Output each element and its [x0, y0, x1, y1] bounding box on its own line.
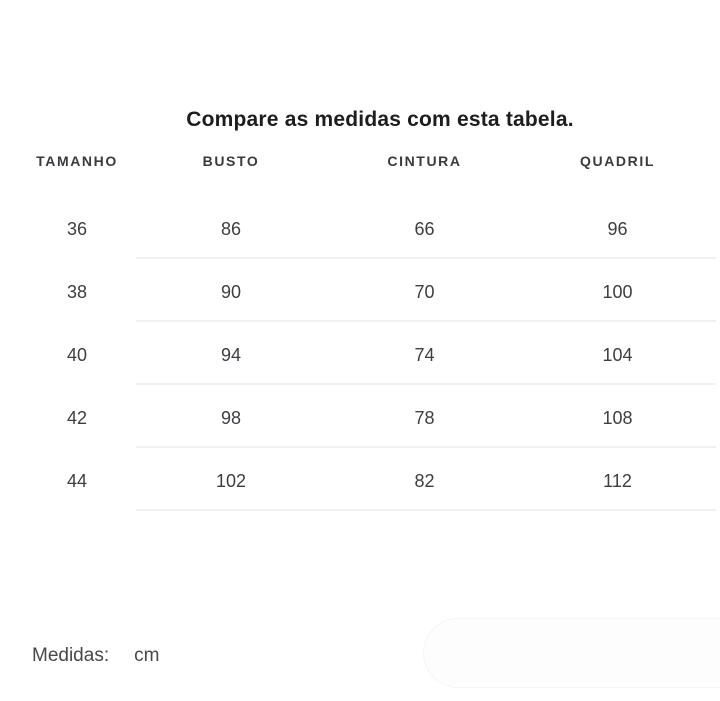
cell-tamanho: 38: [66, 282, 88, 302]
cell-quadril: 108: [602, 408, 633, 428]
cell-quadril: 104: [602, 345, 633, 365]
row-divider: [136, 320, 716, 322]
cell-busto: 94: [220, 345, 242, 365]
cell-busto: 86: [220, 219, 242, 239]
cell-tamanho: 42: [66, 408, 88, 428]
unit-label: Medidas:: [32, 645, 110, 666]
page-title: Compare as medidas com esta tabela.: [186, 108, 574, 131]
cell-quadril: 112: [603, 471, 632, 491]
cell-cintura: 70: [414, 282, 435, 302]
table-row: 44 102 82 112: [0, 448, 716, 511]
column-header-quadril: QUADRIL: [580, 153, 655, 169]
unit-value: cm: [134, 645, 160, 666]
cell-cintura: 78: [414, 408, 435, 428]
cell-busto: 102: [215, 471, 247, 491]
column-header-busto: BUSTO: [202, 153, 260, 169]
ghost-pill-shape: [423, 618, 720, 688]
table-row: 38 90 70 100: [0, 259, 716, 322]
table-row: 40 94 74 104: [0, 322, 716, 385]
cell-tamanho: 44: [66, 471, 88, 491]
cell-busto: 98: [220, 408, 242, 428]
column-header-tamanho: TAMANHO: [36, 153, 118, 169]
row-divider: [136, 257, 716, 259]
table-row: 42 98 78 108: [0, 385, 716, 448]
cell-cintura: 66: [414, 219, 435, 239]
cell-quadril: 96: [607, 219, 628, 239]
row-divider: [136, 383, 716, 385]
row-divider: [136, 509, 716, 511]
cell-tamanho: 36: [66, 219, 88, 239]
cell-cintura: 74: [414, 345, 435, 365]
size-table-body: 36 86 66 96 38 90 70 100 40 94 74 104 42…: [0, 196, 720, 511]
column-header-cintura: CINTURA: [387, 153, 462, 169]
cell-busto: 90: [220, 282, 242, 302]
cell-quadril: 100: [602, 282, 633, 302]
cell-tamanho: 40: [66, 345, 88, 365]
measurement-unit-note: Medidas: cm: [32, 645, 159, 667]
row-divider: [136, 446, 716, 448]
table-row: 36 86 66 96: [0, 196, 716, 259]
cell-cintura: 82: [414, 471, 435, 491]
size-table-header-row: TAMANHO BUSTO CINTURA QUADRIL: [0, 153, 694, 169]
